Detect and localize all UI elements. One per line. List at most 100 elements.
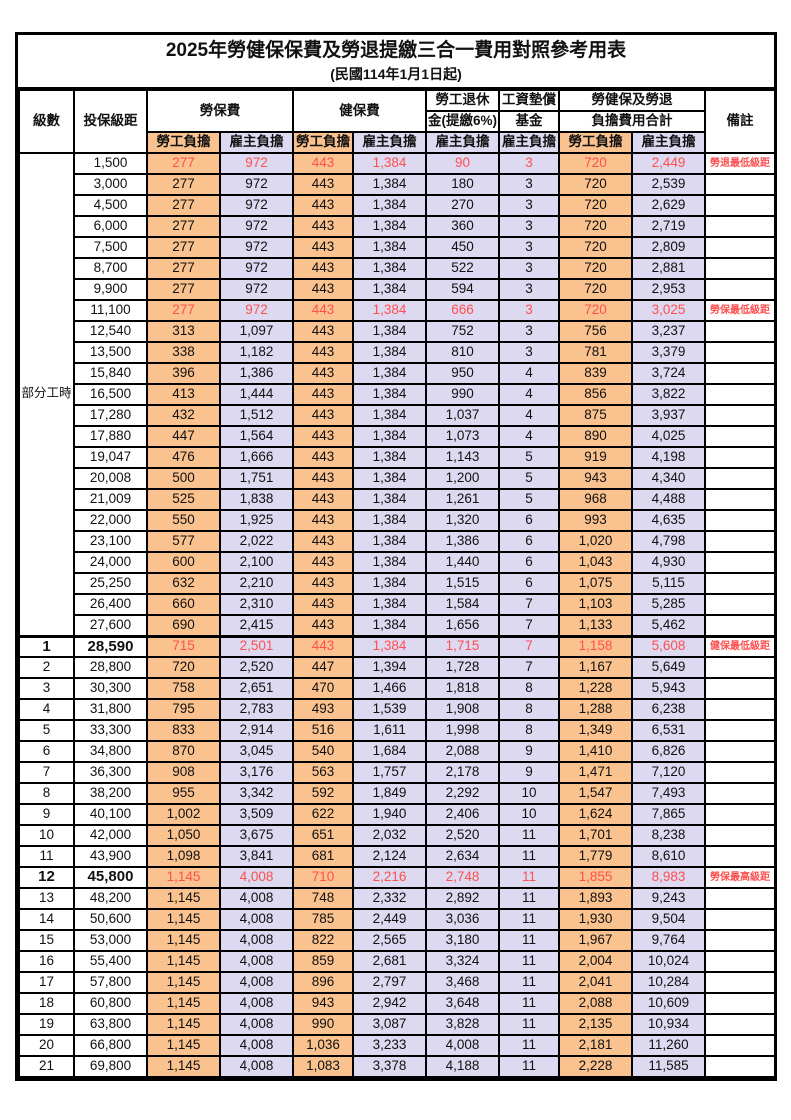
bracket-cell: 63,800 <box>73 1013 148 1036</box>
bracket-cell: 43,900 <box>73 845 148 868</box>
bracket-cell: 28,590 <box>73 634 148 658</box>
value-cell-employer: 5,115 <box>631 572 706 595</box>
remark-cell <box>704 404 776 427</box>
value-cell-employer: 3,378 <box>352 1055 427 1078</box>
bracket-cell: 11,100 <box>73 299 148 322</box>
remark-cell <box>704 677 776 700</box>
value-cell-employee: 1,967 <box>558 929 633 952</box>
value-cell-employee: 1,145 <box>146 950 221 973</box>
level-cell: 3 <box>18 677 75 700</box>
value-cell-employer: 1,386 <box>219 362 294 385</box>
remark-cell <box>704 551 776 574</box>
value-cell-employer: 950 <box>425 362 500 385</box>
header-level: 級數 <box>18 89 75 154</box>
remark-cell <box>704 446 776 469</box>
value-cell-employer: 3 <box>498 341 560 364</box>
value-cell-employer: 2,292 <box>425 782 500 805</box>
value-cell-employee: 443 <box>292 320 354 343</box>
value-cell-employer: 2,100 <box>219 551 294 574</box>
level-cell: 16 <box>18 950 75 973</box>
value-cell-employer: 4,188 <box>425 1055 500 1078</box>
value-cell-employee: 720 <box>558 257 633 280</box>
value-cell-employer: 9,504 <box>631 908 706 931</box>
value-cell-employer: 1,998 <box>425 719 500 742</box>
header-bracket: 投保級距 <box>73 89 148 154</box>
value-cell-employer: 2,797 <box>352 971 427 994</box>
remark-cell <box>704 572 776 595</box>
value-cell-employee: 943 <box>558 467 633 490</box>
remark-cell <box>704 341 776 364</box>
value-cell-employer: 3 <box>498 236 560 259</box>
value-cell-employer: 1,384 <box>352 173 427 196</box>
value-cell-employer: 4 <box>498 383 560 406</box>
value-cell-employer: 4,025 <box>631 425 706 448</box>
value-cell-employer: 3,822 <box>631 383 706 406</box>
value-cell-employer: 972 <box>219 257 294 280</box>
bracket-cell: 13,500 <box>73 341 148 364</box>
value-cell-employee: 720 <box>558 278 633 301</box>
premium-comparison-table: 級數 投保級距 勞保費 健保費 勞工退休 工資墊償 勞健保及勞退 備註 金(提繳… <box>18 89 776 1078</box>
value-cell-employer: 972 <box>219 194 294 217</box>
value-cell-employer: 1,384 <box>352 278 427 301</box>
value-cell-employee: 720 <box>558 173 633 196</box>
remark-cell: 健保最低級距 <box>704 634 776 658</box>
value-cell-employee: 443 <box>292 488 354 511</box>
table-row: 17 57,800 1,145 4,008 896 2,797 3,468 11 2,041 10… <box>18 971 776 994</box>
subheader-row: 勞工負擔 雇主負擔 勞工負擔 雇主負擔 雇主負擔 雇主負擔 勞工負擔 雇主負擔 <box>19 131 775 154</box>
value-cell-employer: 1,384 <box>352 236 427 259</box>
value-cell-employer: 3,468 <box>425 971 500 994</box>
value-cell-employee: 795 <box>146 698 221 721</box>
value-cell-employer: 666 <box>425 299 500 322</box>
value-cell-employer: 1,757 <box>352 761 427 784</box>
table-row: 20,008 500 1,751 443 1,384 1,200 5 943 4,340 <box>19 467 776 490</box>
value-cell-employer: 2,520 <box>425 824 500 847</box>
value-cell-employer: 1,925 <box>219 509 294 532</box>
value-cell-employee: 1,002 <box>146 803 221 826</box>
value-cell-employer: 4,008 <box>219 1055 294 1078</box>
value-cell-employee: 2,228 <box>558 1055 633 1078</box>
value-cell-employee: 443 <box>292 572 354 595</box>
value-cell-employee: 476 <box>146 446 221 469</box>
value-cell-employer: 7 <box>498 634 560 658</box>
value-cell-employer: 4,635 <box>631 509 706 532</box>
value-cell-employee: 2,181 <box>558 1034 633 1057</box>
value-cell-employer: 2,565 <box>352 929 427 952</box>
value-cell-employer: 6 <box>498 509 560 532</box>
value-cell-employee: 622 <box>292 803 354 826</box>
value-cell-employer: 1,564 <box>219 425 294 448</box>
value-cell-employer: 1,751 <box>219 467 294 490</box>
value-cell-employee: 443 <box>292 593 354 616</box>
header-health-insurance: 健保費 <box>292 89 427 133</box>
bracket-cell: 12,540 <box>73 320 148 343</box>
value-cell-employer: 1,261 <box>425 488 500 511</box>
bracket-cell: 31,800 <box>73 698 148 721</box>
value-cell-employer: 1,384 <box>352 634 427 658</box>
value-cell-employee: 1,043 <box>558 551 633 574</box>
table-row: 27,600 690 2,415 443 1,384 1,656 7 1,133 5,462 <box>19 614 776 637</box>
value-cell-employer: 4 <box>498 425 560 448</box>
value-cell-employer: 522 <box>425 257 500 280</box>
value-cell-employer: 3 <box>498 215 560 238</box>
value-cell-employee: 955 <box>146 782 221 805</box>
bracket-cell: 17,280 <box>73 404 148 427</box>
value-cell-employer: 972 <box>219 173 294 196</box>
value-cell-employer: 6,531 <box>631 719 706 742</box>
value-cell-employee: 443 <box>292 152 354 175</box>
value-cell-employer: 2,210 <box>219 572 294 595</box>
level-cell: 7 <box>18 761 75 784</box>
value-cell-employer: 9,764 <box>631 929 706 952</box>
value-cell-employee: 500 <box>146 467 221 490</box>
value-cell-employee: 1,145 <box>146 971 221 994</box>
table-body: 部分工時 1,500 277 972 443 1,384 90 3 720 2,449 勞退最低級距… <box>18 152 776 1078</box>
value-cell-employer: 2,914 <box>219 719 294 742</box>
value-cell-employee: 313 <box>146 320 221 343</box>
remark-cell <box>704 467 776 490</box>
value-cell-employee: 781 <box>558 341 633 364</box>
page-subtitle: (民國114年1月1日起) <box>330 66 462 82</box>
table-row: 26,400 660 2,310 443 1,384 1,584 7 1,103 5,285 <box>19 593 776 616</box>
value-cell-employer: 4,008 <box>219 1013 294 1036</box>
value-cell-employer: 2,681 <box>352 950 427 973</box>
value-cell-employer: 10 <box>498 782 560 805</box>
value-cell-employer: 4 <box>498 362 560 385</box>
